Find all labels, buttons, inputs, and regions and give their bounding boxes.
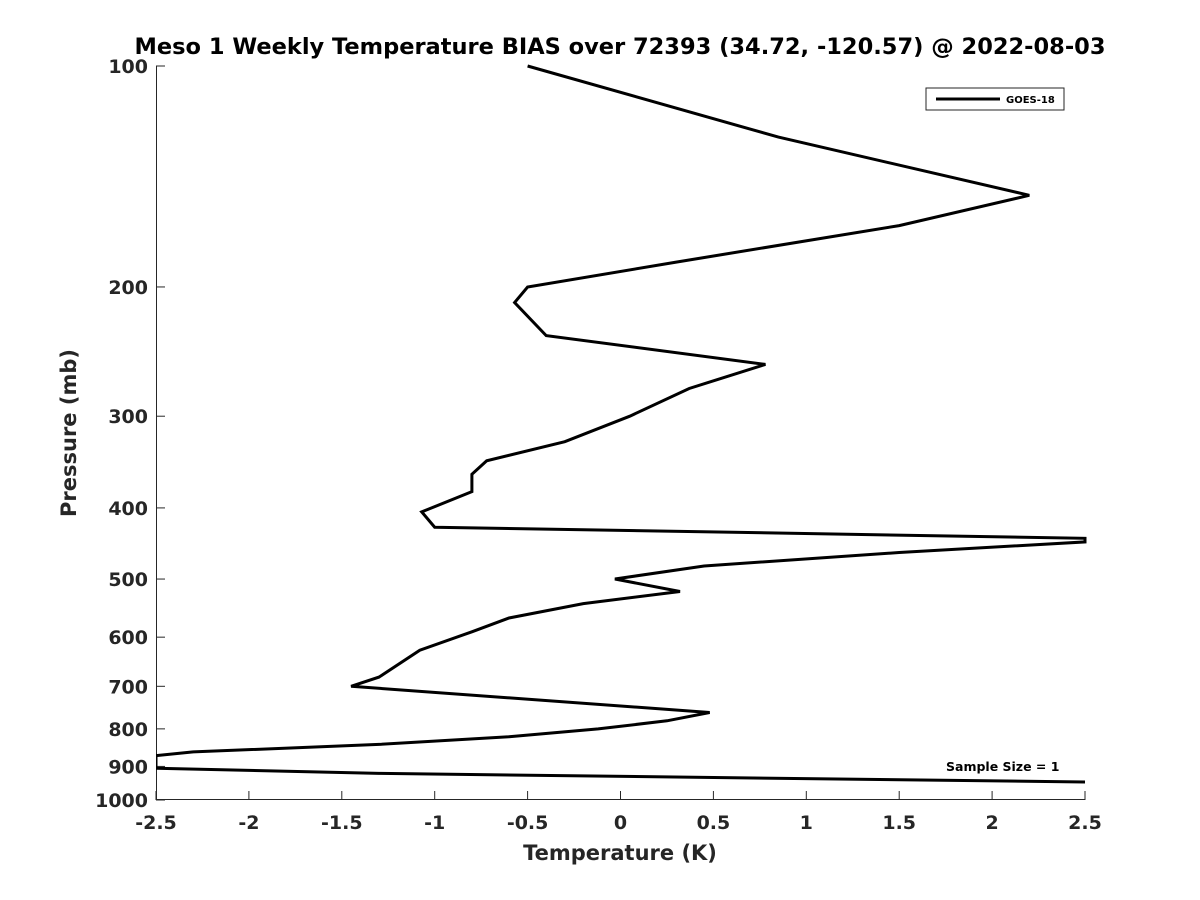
y-tick-label: 500 — [108, 569, 148, 591]
legend-entry-goes-18: GOES-18 — [1006, 95, 1055, 106]
x-tick-label: 2 — [985, 812, 998, 834]
goes-18-series-line — [156, 64, 1087, 784]
x-tick-label: -2.5 — [135, 812, 177, 834]
x-axis-ticks: -2.5 -2 -1.5 -1 -0.5 0 0.5 1 1.5 2 2.5 — [135, 791, 1102, 834]
y-tick-label: 300 — [108, 406, 148, 428]
y-axis-label: Pressure (mb) — [57, 349, 81, 517]
y-axis-ticks: 100 200 300 400 500 600 700 800 900 1000 — [95, 56, 165, 812]
legend: GOES-18 — [925, 87, 1065, 111]
x-tick-label: 2.5 — [1068, 812, 1102, 834]
sample-size-annotation: Sample Size = 1 — [946, 759, 1059, 774]
x-axis-label: Temperature (K) — [523, 841, 717, 865]
x-tick-label: 0 — [614, 812, 627, 834]
y-tick-label: 400 — [108, 498, 148, 520]
x-tick-label: 0.5 — [697, 812, 731, 834]
y-tick-label: 1000 — [95, 790, 148, 812]
x-tick-label: -1 — [424, 812, 445, 834]
y-tick-label: 200 — [108, 277, 148, 299]
x-tick-label: -0.5 — [507, 812, 549, 834]
y-tick-label: 100 — [108, 56, 148, 78]
x-tick-label: 1.5 — [882, 812, 916, 834]
y-tick-label: 900 — [108, 756, 148, 778]
x-tick-label: 1 — [800, 812, 813, 834]
y-tick-label: 600 — [108, 627, 148, 649]
chart-title: Meso 1 Weekly Temperature BIAS over 7239… — [135, 34, 1106, 60]
y-tick-label: 800 — [108, 719, 148, 741]
y-tick-label: 700 — [108, 676, 148, 698]
x-tick-label: -1.5 — [321, 812, 363, 834]
x-tick-label: -2 — [238, 812, 259, 834]
